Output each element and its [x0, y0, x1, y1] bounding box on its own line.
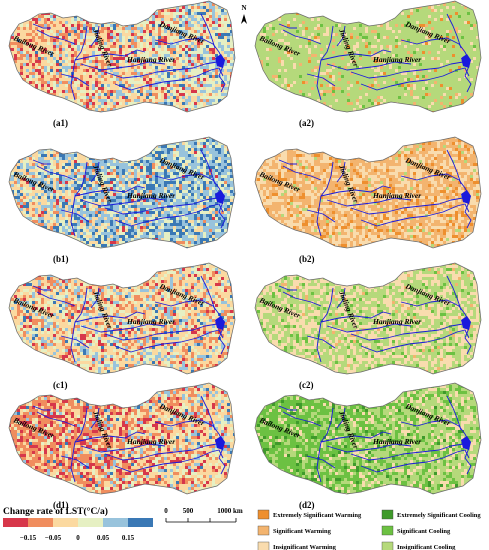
legend-label: Significant Warming — [273, 528, 332, 535]
panel-label-d2: (d2) — [299, 500, 315, 510]
river-network — [32, 275, 226, 363]
legend-item: Significant Warming — [257, 525, 332, 536]
river-network — [32, 13, 226, 101]
panel-label-c2: (c2) — [299, 380, 314, 390]
north-arrow-icon: N — [241, 4, 247, 24]
river-network — [278, 13, 472, 101]
panel-label-b2: (b2) — [299, 254, 315, 264]
panel-label-a1: (a1) — [53, 118, 68, 128]
panel-label-c1: (c1) — [53, 380, 68, 390]
map-panel-d2: Bailong River Jialing River Hanjiang River… — [254, 382, 482, 510]
legend-label: Insignificant Cooling — [397, 544, 456, 550]
colorbar-tick-2: 0 — [76, 534, 80, 542]
river-label-hanjiang: Hanjiang River — [126, 317, 175, 326]
legend-item: Extremely Significant Cooling — [381, 509, 481, 520]
colorbar-swatch-4 — [103, 518, 128, 527]
legend-item: Insignificant Warming — [257, 541, 337, 550]
colorbar-swatch-3 — [78, 518, 103, 527]
legend-swatch — [257, 509, 270, 520]
legend-swatch — [381, 509, 394, 520]
legend-label: Significant Cooling — [397, 528, 451, 535]
scale-bar: 0 500 1000 km — [164, 507, 243, 523]
colorbar-title: Change rate of LST(°C/a) — [3, 506, 108, 517]
river-network — [278, 275, 472, 363]
legend-swatch — [381, 541, 394, 550]
colorbar-tick-1: −0.05 — [45, 534, 62, 542]
colorbar-swatch-5 — [128, 518, 153, 527]
legend-label: Insignificant Warming — [273, 544, 337, 550]
lst-colorbar-legend: Change rate of LST(°C/a) −0.15 −0.05 0 0.05… — [3, 506, 153, 542]
river-label-hanjiang: Hanjiang River — [126, 437, 175, 446]
panel-label-a2: (a2) — [299, 118, 314, 128]
map-panel-d1: Bailong River Jialing River Hanjiang River… — [8, 382, 236, 510]
river-label-hanjiang: Hanjiang River — [372, 55, 421, 64]
river-network — [278, 149, 472, 237]
river-label-hanjiang: Hanjiang River — [372, 437, 421, 446]
colorbar-swatch-1 — [28, 518, 53, 527]
river-label-hanjiang: Hanjiang River — [126, 191, 175, 200]
map-panel-b1: Bailong River Jialing River Hanjiang River… — [8, 136, 236, 264]
map-panel-b2: Bailong River Jialing River Hanjiang River… — [254, 136, 482, 264]
scale-label-500: 500 — [183, 507, 194, 515]
significance-legend: Extremely Significant Warming Significant… — [257, 509, 481, 550]
river-network — [32, 395, 226, 483]
river-label-hanjiang: Hanjiang River — [372, 317, 421, 326]
legend-swatch — [381, 525, 394, 536]
map-panel-c2: Bailong River Jialing River Hanjiang River… — [254, 262, 482, 390]
colorbar-tick-3: 0.05 — [97, 534, 110, 542]
scale-label-1000: 1000 km — [217, 507, 243, 515]
map-panel-a2: Bailong River Jialing River Hanjiang River… — [254, 0, 482, 128]
scale-label-0: 0 — [164, 507, 168, 515]
colorbar-swatch-2 — [53, 518, 78, 527]
legend-swatch — [257, 525, 270, 536]
river-network — [278, 395, 472, 483]
map-panel-a1: Bailong River Jialing River Hanjiang River… — [8, 0, 236, 128]
river-label-hanjiang: Hanjiang River — [372, 191, 421, 200]
panel-label-b1: (b1) — [53, 254, 69, 264]
map-panel-c1: Bailong River Jialing River Hanjiang River… — [8, 262, 236, 390]
river-network — [32, 149, 226, 237]
river-label-hanjiang: Hanjiang River — [126, 55, 175, 64]
legend-label: Extremely Significant Cooling — [397, 512, 481, 519]
north-label: N — [241, 4, 246, 12]
colorbar-tick-4: 0.15 — [122, 534, 135, 542]
legend-swatch — [257, 541, 270, 550]
legend-item: Extremely Significant Warming — [257, 509, 362, 520]
colorbar-swatch-0 — [3, 518, 28, 527]
legend-label: Extremely Significant Warming — [273, 512, 362, 519]
colorbar-tick-0: −0.15 — [20, 534, 37, 542]
panel-label-d1: (d1) — [53, 500, 69, 510]
legend-item: Insignificant Cooling — [381, 541, 456, 550]
legend-item: Significant Cooling — [381, 525, 451, 536]
